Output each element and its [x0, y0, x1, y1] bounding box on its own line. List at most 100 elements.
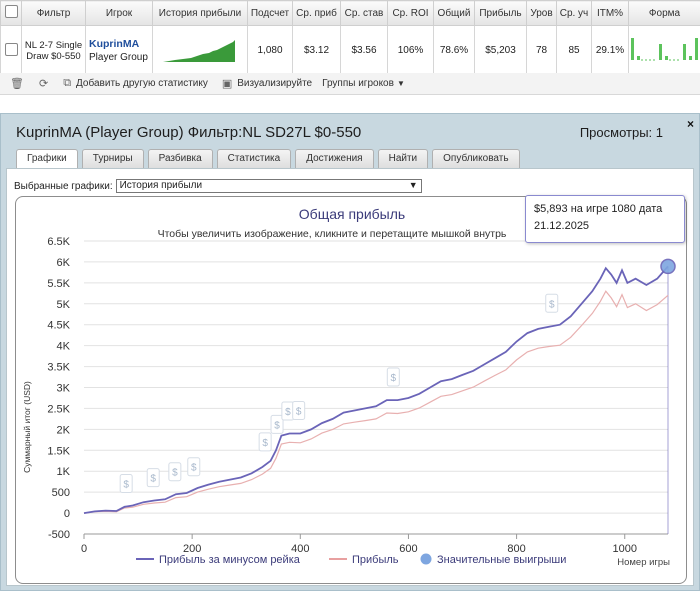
refresh-icon: ⟳: [38, 78, 49, 90]
chart-legend[interactable]: Прибыль за минусом рейка Прибыль Значите…: [136, 553, 566, 567]
column-header-profit-history[interactable]: История прибыли: [152, 0, 248, 26]
visualize-button[interactable]: ▣ Визуализируйте: [222, 77, 312, 90]
column-header-count[interactable]: Подсчет: [247, 0, 293, 26]
significant-win-symbol: $: [285, 407, 291, 418]
significant-win-marker: $: [270, 414, 284, 434]
y-tick-label: 3.5K: [47, 362, 70, 374]
table-row: NL 2-7 Single Draw $0-550 KuprinMA Playe…: [0, 25, 700, 76]
report-panel: KuprinMA (Player Group) Фильтр:NL SD27L …: [0, 113, 700, 591]
column-header-level[interactable]: Уров: [526, 0, 557, 26]
views-count: Просмотры: 1: [579, 125, 663, 140]
player-cell: KuprinMA Player Group: [85, 25, 153, 76]
legend-label-wins: Значительные выигрыши: [437, 554, 566, 566]
itm-cell: 29.1%: [591, 25, 629, 76]
player-groups-dropdown[interactable]: Группы игроков ▼: [322, 78, 405, 89]
significant-win-marker: $: [292, 401, 306, 421]
tab-tournaments[interactable]: Турниры: [81, 149, 144, 168]
count-cell: 1,080: [247, 25, 293, 76]
significant-win-flag: [545, 293, 559, 313]
x-tick-labels: 0 200 400 600 800 1000: [81, 543, 637, 555]
profit-cell: $5,203: [474, 25, 527, 76]
tab-breakdown[interactable]: Разбивка: [147, 149, 213, 168]
refresh-button[interactable]: ⟳: [39, 77, 53, 90]
row-checkbox[interactable]: [4, 42, 18, 56]
chart-frame[interactable]: Общая прибыль Чтобы увеличить изображени…: [15, 196, 687, 584]
x-tick-label: 800: [507, 543, 525, 555]
y-tick-label: 6.5K: [47, 236, 70, 248]
player-name-link[interactable]: KuprinMA: [89, 37, 140, 50]
column-header-player[interactable]: Игрок: [85, 0, 153, 26]
tab-publish[interactable]: Опубликовать: [432, 149, 520, 168]
significant-win-symbol: $: [549, 299, 555, 310]
select-all-header[interactable]: [0, 0, 22, 26]
significant-win-symbol: $: [262, 438, 268, 449]
column-header-total[interactable]: Общий: [433, 0, 475, 26]
grid-layer: [83, 240, 668, 539]
significant-win-flag: [258, 432, 272, 452]
player-groups-label: Группы игроков: [322, 78, 394, 89]
profit-history-sparkline[interactable]: [153, 26, 248, 72]
significant-win-symbol: $: [123, 480, 129, 491]
form-cell[interactable]: [628, 25, 700, 76]
column-header-avg-entrants[interactable]: Ср. уч: [556, 0, 592, 26]
column-header-avg-stake[interactable]: Ср. став: [340, 0, 388, 26]
x-tick-label: 1000: [612, 543, 636, 555]
tab-charts[interactable]: Графики: [16, 149, 78, 169]
form-sparkline[interactable]: [629, 26, 700, 72]
significant-win-symbol: $: [172, 468, 178, 479]
total-cell: 78.6%: [433, 25, 475, 76]
tab-statistics[interactable]: Статистика: [216, 149, 292, 168]
avg-roi-cell: 106%: [387, 25, 434, 76]
profit-history-sparkline-cell[interactable]: [152, 25, 248, 76]
panel-title: KuprinMA (Player Group) Фильтр:NL SD27L …: [16, 124, 362, 141]
copy-icon: ⧉: [63, 77, 72, 89]
y-tick-label: 0: [64, 508, 70, 520]
column-header-avg-profit[interactable]: Ср. приб: [292, 0, 341, 26]
significant-win-symbol: $: [296, 407, 302, 418]
legend-label-net-profit: Прибыль за минусом рейка: [159, 554, 301, 566]
y-tick-label: -500: [48, 529, 70, 541]
spacer: [0, 95, 700, 113]
significant-win-marker: $: [187, 457, 201, 477]
select-all-checkbox[interactable]: [4, 5, 18, 18]
x-tick-label: 400: [291, 543, 309, 555]
column-header-itm[interactable]: ITM%: [591, 0, 629, 26]
y-tick-label: 5K: [57, 299, 71, 311]
y-tick-label: 3K: [57, 383, 71, 395]
avg-entrants-cell: 85: [556, 25, 592, 76]
significant-win-flag: [386, 367, 400, 387]
avg-stake-cell: $3.56: [340, 25, 388, 76]
tab-achievements[interactable]: Достижения: [295, 149, 374, 168]
significant-win-flag: [119, 474, 133, 494]
delete-button[interactable]: 🗑: [10, 77, 29, 90]
significant-win-flag: [187, 457, 201, 477]
column-header-avg-roi[interactable]: Ср. ROI: [387, 0, 434, 26]
row-select-cell[interactable]: [0, 25, 22, 76]
add-stats-button[interactable]: ⧉ Добавить другую статистику: [63, 77, 208, 90]
x-tick-label: 200: [183, 543, 201, 555]
image-icon: ▣: [221, 78, 233, 90]
highlighted-point: [660, 258, 676, 275]
significant-win-marker: $: [146, 468, 160, 488]
y-tick-label: 6K: [57, 257, 71, 269]
tooltip-value: $5,893 на игре 1080 дата: [534, 203, 663, 215]
tooltip-date: 21.12.2025: [534, 220, 590, 232]
significant-win-marker: $: [545, 293, 559, 313]
table-toolbar: 🗑 ⟳ ⧉ Добавить другую статистику ▣ Визуа…: [0, 73, 700, 95]
stats-table: Фильтр Игрок История прибыли Подсчет Ср.…: [0, 0, 700, 76]
significant-win-flag: [146, 468, 160, 488]
column-header-profit[interactable]: Прибыль: [474, 0, 527, 26]
chart-select-label: Выбранные графики:: [14, 180, 113, 192]
significant-win-symbol: $: [391, 373, 397, 384]
column-header-filter[interactable]: Фильтр: [21, 0, 86, 26]
visualize-label: Визуализируйте: [237, 78, 313, 89]
profit-chart[interactable]: Общая прибыль Чтобы увеличить изображени…: [16, 197, 687, 584]
column-header-form[interactable]: Форма: [628, 0, 700, 26]
tab-find[interactable]: Найти: [377, 149, 429, 168]
trash-icon: 🗑: [10, 78, 24, 90]
series-line-net-profit: [83, 265, 669, 514]
panel-tabs: Графики Турниры Разбивка Статистика Дост…: [16, 149, 524, 169]
table-header-row: Фильтр Игрок История прибыли Подсчет Ср.…: [0, 0, 700, 26]
close-icon[interactable]: ×: [686, 117, 694, 131]
chart-select[interactable]: История прибыли ▼: [115, 179, 422, 193]
